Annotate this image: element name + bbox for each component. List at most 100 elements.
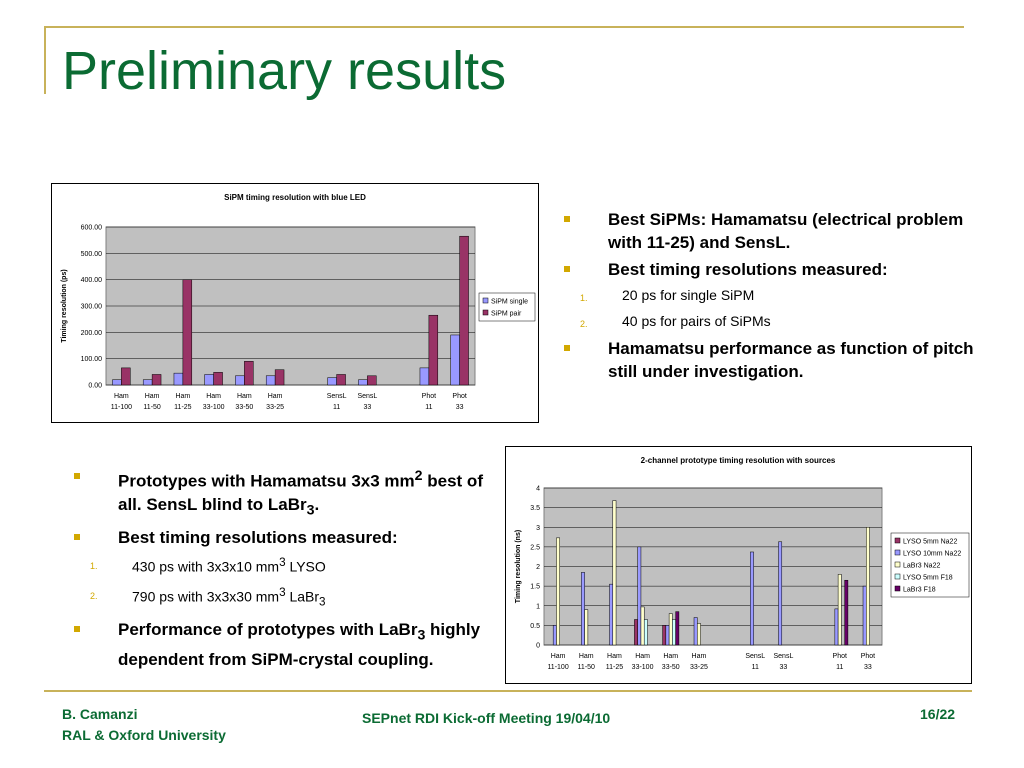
- x-tick-label: 33: [456, 404, 464, 411]
- footer-affiliation: RAL & Oxford University: [62, 727, 226, 743]
- subbullet-number: 1.: [90, 561, 98, 572]
- legend-box: [478, 292, 536, 322]
- bar: [697, 623, 701, 646]
- bar: [327, 377, 337, 386]
- y-tick-label: 400.00: [81, 277, 103, 284]
- bullet-text: .: [314, 494, 320, 514]
- bar: [750, 551, 754, 646]
- bullet-best-resolutions: Best timing resolutions measured:: [560, 258, 980, 281]
- bullet-text: Prototypes with Hamamatsu 3x3 mm: [118, 471, 415, 491]
- bar: [151, 374, 162, 386]
- legend-label: LaBr3 Na22: [903, 563, 940, 570]
- subbullet-text: 40 ps for pairs of SiPMs: [622, 313, 771, 329]
- legend-label: SiPM single: [491, 299, 528, 306]
- bar: [204, 374, 214, 386]
- x-tick-label: 11: [752, 664, 759, 671]
- x-tick-label: Ham: [145, 393, 160, 400]
- bar: [643, 619, 648, 646]
- x-tick-label: 11-25: [174, 404, 191, 411]
- superscript: 3: [279, 556, 286, 570]
- bar: [834, 608, 839, 646]
- bullet-best-sipms: Best SiPMs: Hamamatsu (electrical proble…: [560, 208, 980, 254]
- bar: [778, 541, 783, 646]
- bar: [556, 537, 560, 646]
- bar: [581, 572, 585, 646]
- bar: [675, 611, 680, 646]
- y-tick-label: 1.5: [530, 584, 540, 591]
- subbullet-pairs: 2. 40 ps for pairs of SiPMs: [560, 311, 980, 331]
- y-tick-label: 600.00: [81, 225, 103, 232]
- bullet-prototypes: Prototypes with Hamamatsu 3x3 mm2 best o…: [70, 465, 500, 522]
- chart-source-svg: 2-channel prototype timing resolution wi…: [515, 456, 970, 671]
- chart-title: SiPM timing resolution with blue LED: [224, 193, 366, 202]
- bar: [265, 375, 276, 386]
- x-tick-label: SensL: [773, 653, 793, 660]
- bar: [182, 279, 193, 386]
- x-tick-label: 33: [363, 404, 371, 411]
- bar: [235, 375, 245, 386]
- x-tick-label: 33-100: [203, 404, 225, 411]
- y-axis-label: Timing resolution (ns): [515, 530, 522, 603]
- bar: [866, 527, 870, 646]
- x-tick-label: 11-50: [578, 664, 595, 671]
- x-tick-label: Ham: [237, 393, 252, 400]
- bar: [637, 546, 642, 646]
- bar: [552, 625, 557, 646]
- chart-led-timing: SiPM timing resolution with blue LED 0.00…: [51, 183, 539, 423]
- bar: [665, 625, 670, 646]
- bar: [612, 500, 617, 646]
- bar: [862, 585, 867, 646]
- legend-swatch: [894, 585, 901, 592]
- y-tick-label: 1: [536, 603, 540, 610]
- legend-label: LYSO 5mm Na22: [903, 539, 957, 546]
- bar: [672, 619, 676, 646]
- legend-label: LaBr3 F18: [903, 587, 936, 594]
- x-tick-label: 11-100: [547, 664, 568, 671]
- subbullet-text: LYSO: [285, 558, 326, 575]
- left-decor-line: [44, 26, 46, 94]
- y-tick-label: 0.5: [530, 623, 540, 630]
- bar: [244, 361, 254, 386]
- chart-source-timing: 2-channel prototype timing resolution wi…: [505, 446, 972, 684]
- legend-swatch: [894, 549, 901, 556]
- legend-label: SiPM pair: [491, 311, 522, 318]
- bar: [336, 374, 346, 386]
- superscript: 3: [279, 585, 286, 599]
- x-tick-label: Ham: [206, 393, 221, 400]
- bar: [142, 379, 153, 386]
- x-tick-label: 33-100: [632, 664, 654, 671]
- legend-swatch: [894, 561, 901, 568]
- subbullet-single: 1. 20 ps for single SiPM: [560, 285, 980, 305]
- legend-label: LYSO 10mm Na22: [903, 551, 961, 558]
- x-tick-label: Ham: [663, 653, 678, 660]
- bar: [428, 314, 439, 386]
- bar: [668, 613, 673, 646]
- subbullet-text: 790 ps with 3x3x30 mm: [132, 588, 280, 605]
- y-tick-label: 100.00: [81, 356, 103, 363]
- y-tick-label: 200.00: [81, 330, 103, 337]
- subbullet-text: LaBr: [285, 588, 320, 605]
- bar: [213, 372, 223, 386]
- subscript: 3: [319, 595, 326, 609]
- bar: [274, 369, 285, 386]
- right-bullet-list: Best SiPMs: Hamamatsu (electrical proble…: [560, 208, 980, 387]
- x-tick-label: Phot: [422, 393, 436, 400]
- bullet-text: Performance of prototypes with LaBr: [118, 620, 418, 640]
- x-tick-label: SensL: [357, 393, 377, 400]
- chart-led-svg: SiPM timing resolution with blue LED 0.00…: [61, 193, 536, 411]
- left-bullet-list: Prototypes with Hamamatsu 3x3 mm2 best o…: [70, 465, 500, 675]
- x-tick-label: Ham: [635, 653, 650, 660]
- bar: [634, 619, 638, 646]
- bar: [693, 617, 698, 646]
- bullet-hamamatsu-pitch: Hamamatsu performance as function of pit…: [560, 337, 980, 383]
- x-tick-label: 33-50: [662, 664, 680, 671]
- bar: [584, 609, 589, 646]
- bar: [450, 334, 460, 386]
- y-tick-label: 3: [536, 525, 540, 532]
- superscript: 2: [414, 468, 423, 484]
- legend-label: LYSO 5mm F18: [903, 575, 953, 582]
- x-tick-label: Phot: [452, 393, 466, 400]
- subbullet-number: 1.: [580, 293, 588, 303]
- subbullet-text: 430 ps with 3x3x10 mm: [132, 558, 280, 575]
- bar: [367, 375, 377, 386]
